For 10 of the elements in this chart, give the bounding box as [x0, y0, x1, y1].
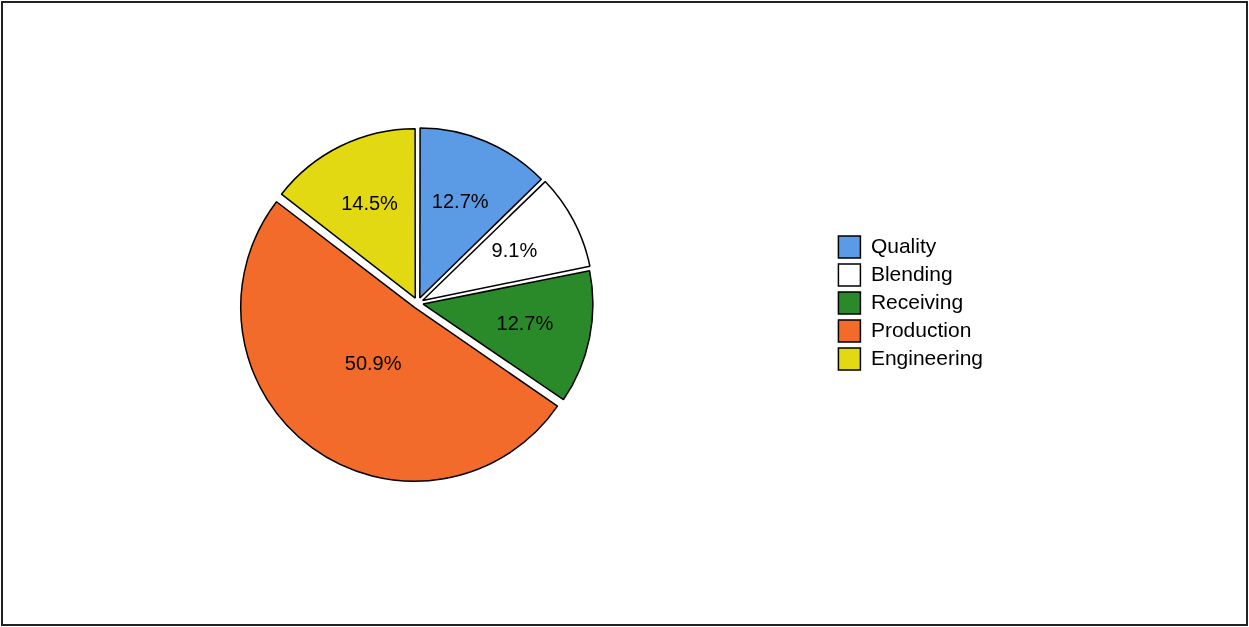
legend-label: Engineering — [870, 345, 984, 369]
legend-label: Receiving — [870, 289, 964, 313]
legend-label: Blending — [870, 261, 953, 285]
data-label: 9.1% — [491, 239, 538, 262]
data-label: 14.5% — [341, 192, 399, 215]
data-label: 12.7% — [431, 189, 489, 212]
data-label: 50.9% — [344, 351, 402, 374]
legend-label: Production — [870, 317, 972, 341]
data-label: 12.7% — [496, 312, 554, 335]
legend-label: Quality — [870, 233, 937, 257]
